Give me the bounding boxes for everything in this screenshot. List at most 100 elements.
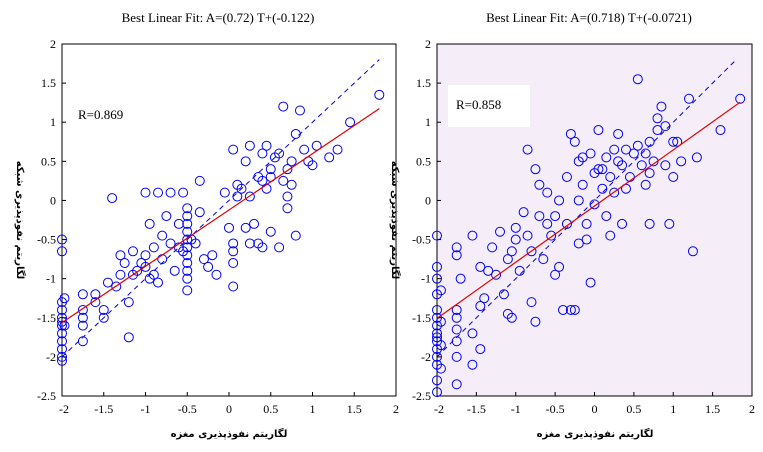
scatter-points xyxy=(57,89,385,366)
scatter-point xyxy=(451,351,462,362)
scatter-point xyxy=(169,265,180,276)
scatter-point xyxy=(518,207,529,218)
scatter-point xyxy=(182,203,193,214)
scatter-point xyxy=(432,261,442,272)
x-tick-label: 0 xyxy=(592,402,598,416)
scatter-point xyxy=(157,230,168,241)
scatter-point xyxy=(605,171,616,182)
scatter-point xyxy=(332,144,343,155)
chart-right: Best Linear Fit: A=(0.718) T+(-0.0721) R… xyxy=(389,10,755,440)
scatter-point xyxy=(274,242,285,253)
y-tick-label: 0.5 xyxy=(416,154,431,168)
scatter-point xyxy=(432,336,442,347)
y-tick-labels: -2.5 -2 -1.5 -1 -0.5 0 0.5 1 1.5 2 xyxy=(412,37,441,403)
scatter-point xyxy=(153,187,164,198)
chart-left: Best Linear Fit: A=(0.72) T+(-0.122) R=0… xyxy=(14,10,399,440)
y-tick-label: 0 xyxy=(50,193,56,207)
scatter-point xyxy=(542,218,553,229)
scatter-point xyxy=(90,297,101,308)
x-tick-label: 2 xyxy=(749,402,755,416)
scatter-point xyxy=(274,148,285,159)
scatter-point xyxy=(672,136,683,147)
scatter-point xyxy=(228,238,239,249)
scatter-point xyxy=(290,230,301,241)
scatter-point xyxy=(432,328,442,339)
x-tick-labels: -2 -1.5 -1 -0.5 0 0.5 1 1.5 2 xyxy=(434,392,755,416)
scatter-point xyxy=(554,261,565,272)
scatter-point xyxy=(573,195,584,206)
y-tick-label: -1 xyxy=(421,272,431,286)
scatter-point xyxy=(668,136,679,147)
y-tick-label: -0.5 xyxy=(37,233,56,247)
scatter-point xyxy=(644,168,655,179)
scatter-point xyxy=(687,246,698,257)
scatter-point xyxy=(609,187,620,198)
scatter-point xyxy=(483,265,494,276)
chart-title: Best Linear Fit: A=(0.718) T+(-0.0721) xyxy=(486,10,692,25)
scatter-point xyxy=(550,269,561,280)
scatter-point xyxy=(554,195,565,206)
scatter-point xyxy=(324,152,335,163)
scatter-point xyxy=(593,164,604,175)
scatter-point xyxy=(98,304,109,315)
best-fit-line xyxy=(436,101,741,319)
scatter-point xyxy=(115,250,126,261)
identity-line xyxy=(436,59,737,358)
scatter-point xyxy=(244,191,255,202)
scatter-point xyxy=(77,304,88,315)
x-tick-label: 1 xyxy=(670,402,676,416)
y-tick-label: -1 xyxy=(46,272,56,286)
y-tick-label: -0.5 xyxy=(412,233,431,247)
scatter-point xyxy=(510,234,521,245)
scatter-points xyxy=(432,74,746,398)
scatter-point xyxy=(613,156,624,167)
y-tick-label: -1.5 xyxy=(412,311,431,325)
scatter-point xyxy=(467,359,478,370)
identity-line xyxy=(61,59,380,358)
scatter-point xyxy=(261,140,272,151)
scatter-point xyxy=(601,211,612,222)
scatter-point xyxy=(510,222,521,233)
scatter-point xyxy=(182,218,193,229)
scatter-point xyxy=(432,320,442,331)
scatter-point xyxy=(632,140,643,151)
scatter-point xyxy=(207,250,218,261)
scatter-point xyxy=(432,344,442,355)
scatter-point xyxy=(715,125,726,136)
scatter-point xyxy=(660,160,671,171)
scatter-point xyxy=(144,218,155,229)
scatter-point xyxy=(286,156,297,167)
scatter-point xyxy=(249,218,260,229)
scatter-point xyxy=(432,312,442,323)
scatter-point xyxy=(286,179,297,190)
y-tick-label: -2 xyxy=(421,350,431,364)
scatter-point xyxy=(435,340,446,351)
y-tick-label: 2 xyxy=(50,37,56,51)
scatter-point xyxy=(617,218,628,229)
scatter-point xyxy=(194,207,205,218)
scatter-point xyxy=(153,277,164,288)
scatter-point xyxy=(257,148,268,159)
y-tick-label: 2 xyxy=(425,37,431,51)
x-tick-label: -0.5 xyxy=(546,402,565,416)
x-tick-labels: -2 -1.5 -1 -0.5 0 0.5 1 1.5 2 xyxy=(59,392,399,416)
scatter-point xyxy=(542,187,553,198)
scatter-point xyxy=(345,117,356,128)
scatter-point xyxy=(432,387,442,398)
scatter-point xyxy=(502,308,513,319)
scatter-point xyxy=(194,175,205,186)
scatter-point xyxy=(57,304,67,315)
scatter-point xyxy=(57,351,67,362)
scatter-point xyxy=(467,328,478,339)
scatter-point xyxy=(597,183,608,194)
scatter-point xyxy=(455,273,466,284)
scatter-point xyxy=(90,289,101,300)
scatter-point xyxy=(569,304,580,315)
scatter-point xyxy=(182,273,193,284)
scatter-point xyxy=(565,128,576,139)
scatter-point xyxy=(228,258,239,269)
scatter-point xyxy=(475,301,486,312)
scatter-point xyxy=(538,254,549,265)
scatter-point xyxy=(57,320,67,331)
scatter-point xyxy=(203,261,214,272)
